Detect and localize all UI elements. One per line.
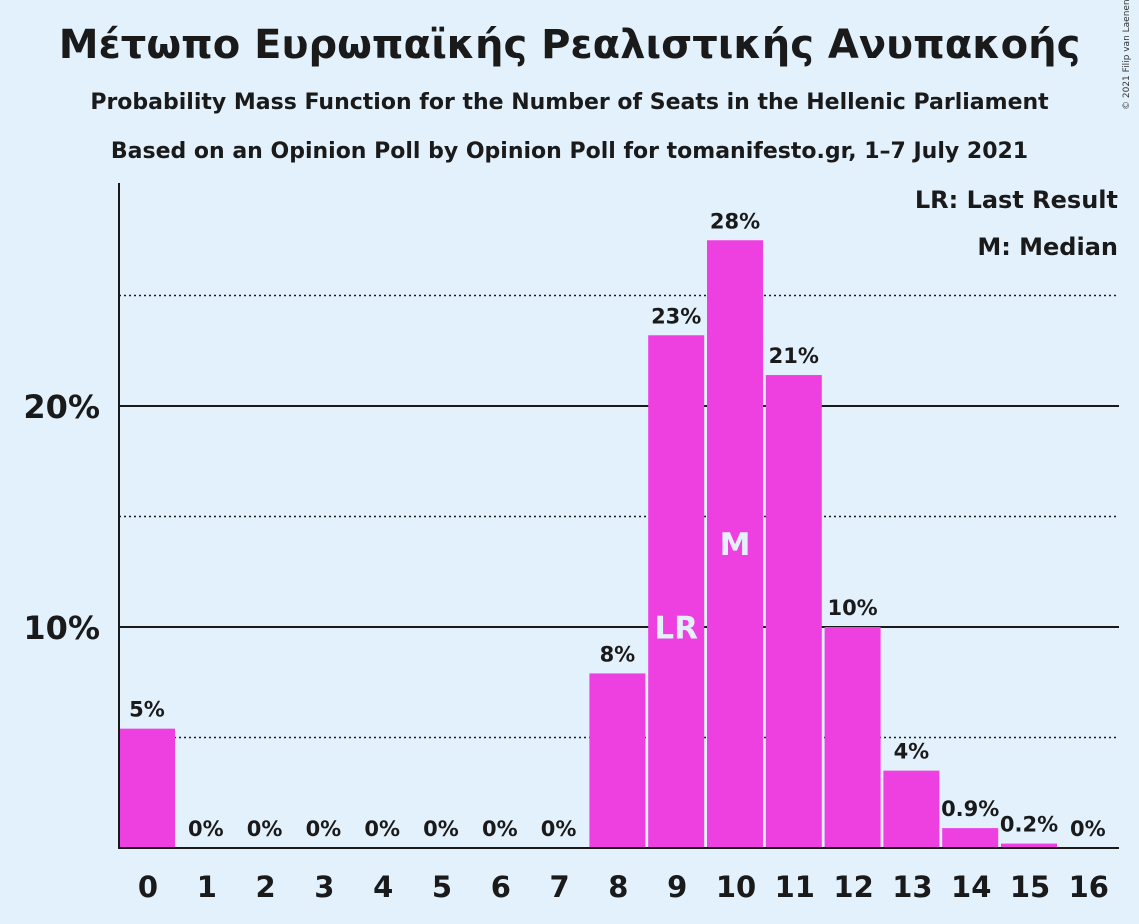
x-tick-label: 1 <box>197 870 217 904</box>
data-label: 4% <box>894 740 930 764</box>
bar <box>707 240 763 848</box>
marker-m: M <box>720 527 751 563</box>
data-label: 0% <box>306 817 342 841</box>
data-label: 0.2% <box>1000 813 1058 837</box>
x-tick-label: 11 <box>775 870 815 904</box>
data-label: 0% <box>423 817 459 841</box>
y-tick-label: 20% <box>23 388 100 426</box>
data-label: 0% <box>541 817 577 841</box>
data-label: 0% <box>482 817 518 841</box>
x-tick-label: 4 <box>373 870 393 904</box>
data-label: 0% <box>247 817 283 841</box>
x-tick-label: 8 <box>608 870 628 904</box>
data-label: 5% <box>129 698 165 722</box>
x-tick-label: 13 <box>892 870 932 904</box>
legend-median: M: Median <box>977 233 1118 261</box>
x-tick-label: 7 <box>550 870 570 904</box>
chart-source-line: Based on an Opinion Poll by Opinion Poll… <box>110 139 1029 164</box>
legend-last-result: LR: Last Result <box>914 186 1118 214</box>
bar <box>942 828 999 848</box>
x-tick-label: 6 <box>491 870 511 904</box>
bar <box>765 375 822 848</box>
chart-title: Μέτωπο Ευρωπαϊκής Ρεαλιστικής Ανυπακοής <box>58 22 1081 68</box>
data-label: 23% <box>651 304 701 328</box>
bar <box>119 728 175 848</box>
data-label: 0.9% <box>941 797 999 821</box>
bar <box>648 335 705 848</box>
data-label: 0% <box>364 817 400 841</box>
chart-subtitle: Probability Mass Function for the Number… <box>90 90 1049 115</box>
bar <box>1001 843 1057 848</box>
data-label: 21% <box>769 344 819 368</box>
bar <box>589 673 646 848</box>
x-tick-label: 12 <box>833 870 873 904</box>
x-tick-label: 15 <box>1010 870 1050 904</box>
x-tick-label: 5 <box>432 870 452 904</box>
x-tick-label: 14 <box>951 870 991 904</box>
x-tick-label: 2 <box>256 870 276 904</box>
x-tick-label: 0 <box>138 870 158 904</box>
y-tick-label: 10% <box>23 609 100 647</box>
x-tick-label: 10 <box>716 870 756 904</box>
data-label: 0% <box>1070 817 1106 841</box>
data-label: 10% <box>827 596 877 620</box>
bar <box>883 770 940 848</box>
data-label: 8% <box>600 642 636 666</box>
data-label: 0% <box>188 817 224 841</box>
bar <box>824 627 881 848</box>
marker-lr: LR <box>654 611 698 647</box>
data-label: 28% <box>710 209 760 233</box>
x-tick-label: 9 <box>667 870 687 904</box>
x-tick-label: 3 <box>314 870 334 904</box>
x-tick-label: 16 <box>1069 870 1109 904</box>
